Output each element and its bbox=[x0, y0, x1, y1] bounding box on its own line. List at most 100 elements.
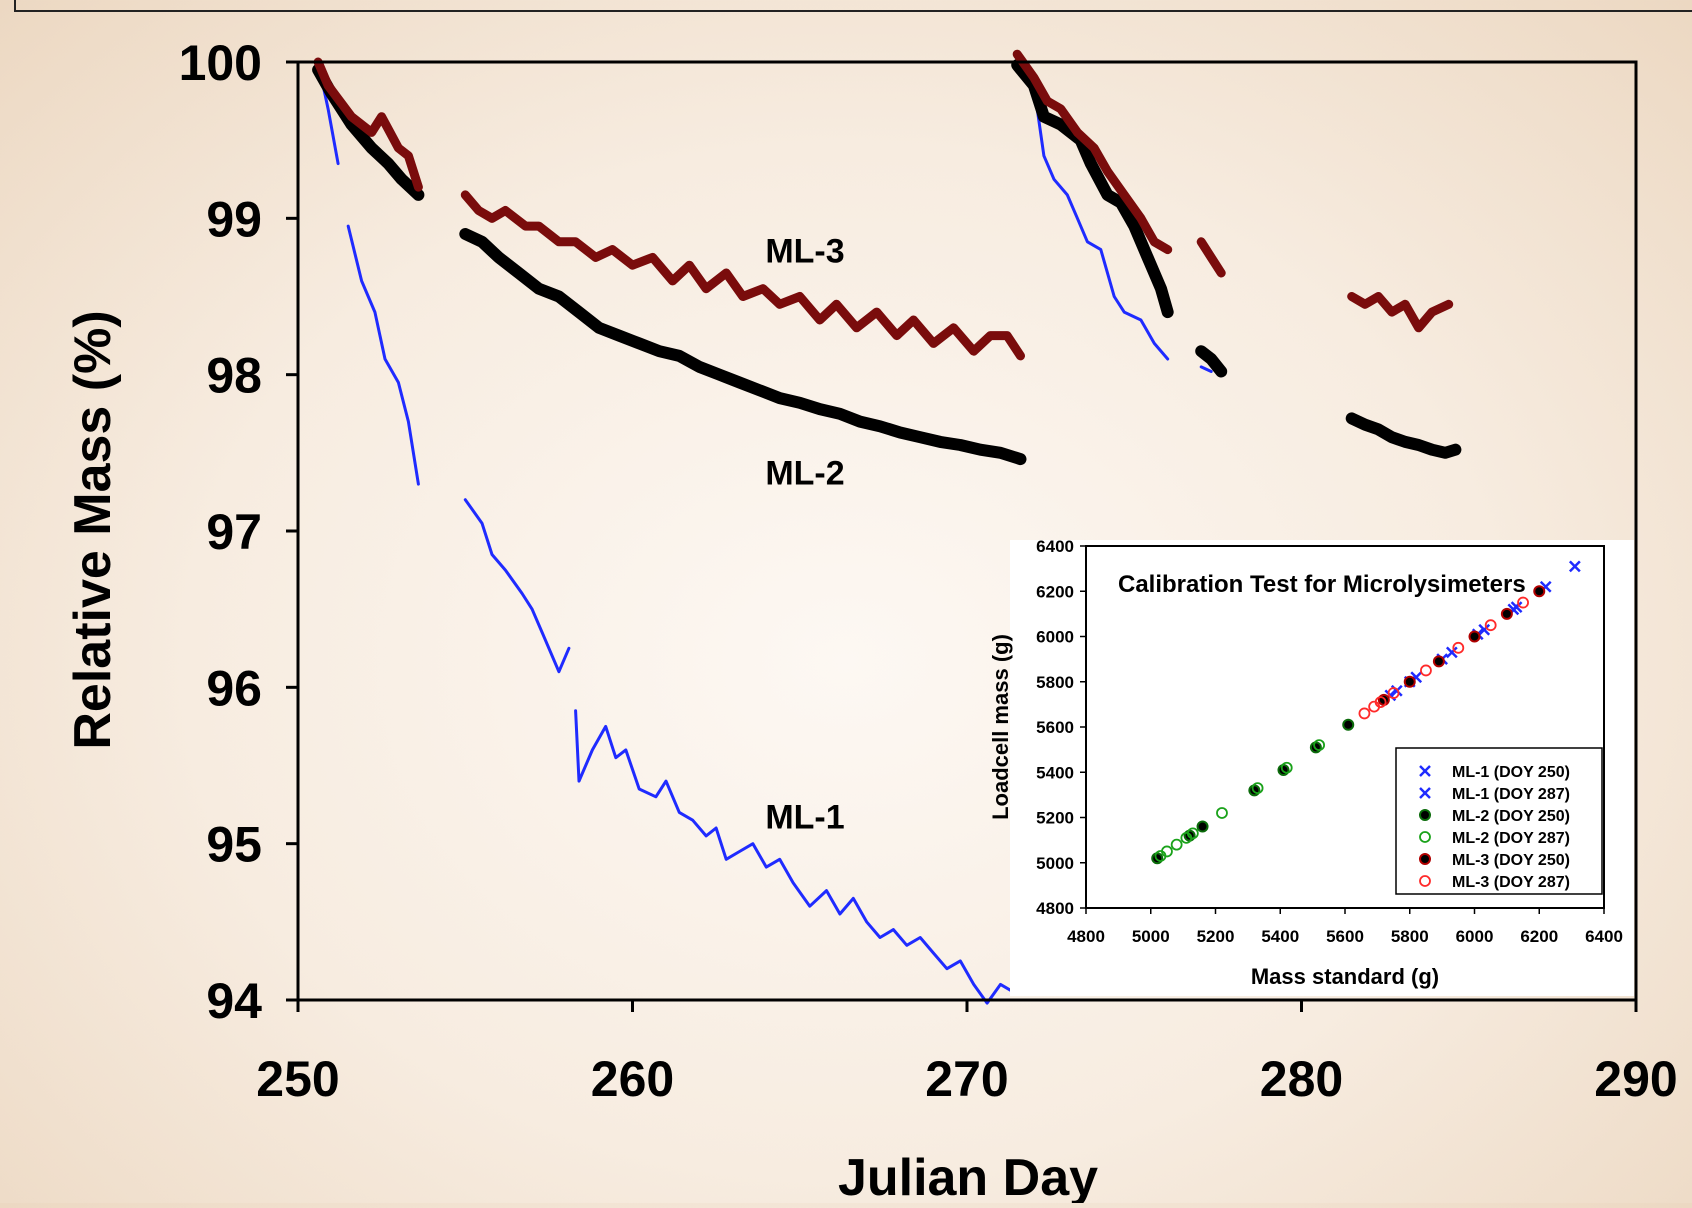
main-y-tick-label: 96 bbox=[206, 660, 262, 716]
legend-label-5: ML-3 (DOY 287) bbox=[1452, 874, 1570, 891]
series-line-ml-1 bbox=[463, 498, 571, 674]
inset-y-axis-label: Loadcell mass (g) bbox=[988, 634, 1013, 820]
main-y-tick-label: 99 bbox=[206, 191, 262, 247]
series-annotation-ml-2: ML-2 bbox=[765, 455, 844, 493]
main-axes-layer: 250 260 270 280 290 94 95 96 97 98 99 100 bbox=[179, 35, 1678, 1107]
inset-point-3 bbox=[1313, 739, 1325, 751]
inset-point-5 bbox=[1452, 641, 1465, 654]
inset-y-tick-label: 5400 bbox=[1036, 763, 1074, 782]
inset-y-tick-label: 6400 bbox=[1036, 537, 1074, 556]
legend-marker-1 bbox=[1419, 787, 1431, 799]
inset-y-tick-label: 6200 bbox=[1036, 582, 1074, 601]
inset-x-tick-label: 5600 bbox=[1326, 927, 1364, 946]
inset-x-tick-label: 5800 bbox=[1391, 927, 1429, 946]
series-line-ml-3 bbox=[313, 57, 423, 192]
series-line-ml-2 bbox=[1195, 345, 1228, 378]
inset-x-tick-label: 6200 bbox=[1520, 927, 1558, 946]
inset-point-3 bbox=[1216, 807, 1228, 819]
inset-x-tick-label: 5400 bbox=[1261, 927, 1299, 946]
inset-point-3 bbox=[1186, 827, 1199, 840]
legend-marker-5 bbox=[1419, 875, 1431, 887]
main-y-tick-label: 95 bbox=[206, 817, 262, 873]
inset-y-tick-label: 5800 bbox=[1036, 673, 1074, 692]
legend-label-0: ML-1 (DOY 250) bbox=[1452, 764, 1570, 781]
series-line-ml-2 bbox=[459, 228, 1027, 466]
main-x-tick-label: 250 bbox=[256, 1051, 339, 1107]
series-line-ml-1 bbox=[1199, 365, 1213, 373]
main-y-tick-label: 100 bbox=[179, 35, 262, 91]
inset-point-5 bbox=[1484, 619, 1497, 632]
inset-legend-box bbox=[1395, 747, 1603, 895]
inset-point-1 bbox=[1478, 623, 1491, 636]
legend-label-2: ML-2 (DOY 250) bbox=[1452, 808, 1570, 825]
inset-point-5 bbox=[1358, 707, 1371, 720]
series-annotation-ml-1: ML-1 bbox=[765, 799, 844, 837]
inset-x-axis-label: Mass standard (g) bbox=[1251, 964, 1439, 989]
inset-y-tick-label: 5600 bbox=[1036, 718, 1074, 737]
inset-x-tick-label: 5000 bbox=[1132, 927, 1170, 946]
legend-label-1: ML-1 (DOY 287) bbox=[1452, 786, 1570, 803]
inset-point-3 bbox=[1170, 838, 1183, 851]
inset-point-1 bbox=[1445, 646, 1458, 659]
series-line-ml-1 bbox=[574, 709, 1016, 1005]
main-y-axis-label: Relative Mass (%) bbox=[64, 310, 122, 749]
inset-point-2 bbox=[1342, 718, 1355, 731]
main-x-tick-label: 260 bbox=[591, 1051, 674, 1107]
inset-title: Calibration Test for Microlysimeters bbox=[1118, 571, 1526, 598]
inset-point-4 bbox=[1432, 655, 1445, 668]
inset-point-0 bbox=[1568, 560, 1581, 573]
series-annotation-ml-3: ML-3 bbox=[765, 233, 844, 271]
legend-marker-2 bbox=[1419, 809, 1431, 821]
inset-point-4 bbox=[1533, 585, 1546, 598]
inset-point-3 bbox=[1251, 782, 1264, 794]
inset-point-2 bbox=[1196, 820, 1209, 833]
top-frame-border bbox=[14, 0, 1692, 12]
series-line-ml-3 bbox=[460, 190, 1025, 361]
inset-x-tick-label: 6000 bbox=[1456, 927, 1494, 946]
inset-y-tick-label: 6000 bbox=[1036, 628, 1074, 647]
inset-points-layer bbox=[1151, 560, 1581, 865]
inset-x-tick-label: 6400 bbox=[1585, 927, 1623, 946]
legend-label-4: ML-3 (DOY 250) bbox=[1452, 852, 1570, 869]
inset-point-4 bbox=[1468, 630, 1481, 643]
main-y-tick-label: 97 bbox=[206, 504, 262, 560]
series-line-ml-1 bbox=[346, 224, 420, 486]
inset-point-4 bbox=[1403, 675, 1416, 688]
legend-marker-0 bbox=[1419, 765, 1431, 777]
main-y-tick-label: 98 bbox=[206, 348, 262, 404]
series-line-ml-3 bbox=[1347, 292, 1454, 333]
series-ml-3 bbox=[313, 49, 1454, 361]
inset-point-1 bbox=[1510, 601, 1523, 613]
inset-axes-layer: 4800 5000 5200 5400 5600 5800 6000 6200 6400 4800… bbox=[1036, 537, 1623, 946]
main-x-axis-label: Julian Day bbox=[838, 1149, 1098, 1203]
main-annotation-layer: ML-3 ML-2 ML-1 bbox=[765, 233, 844, 837]
main-series-layer bbox=[312, 49, 1462, 1005]
inset-y-tick-label: 4800 bbox=[1036, 899, 1074, 918]
inset-x-tick-label: 4800 bbox=[1067, 927, 1105, 946]
legend-marker-4 bbox=[1419, 853, 1431, 865]
inset-point-3 bbox=[1280, 761, 1293, 774]
main-x-tick-label: 290 bbox=[1594, 1051, 1677, 1107]
main-y-tick-label: 94 bbox=[206, 973, 262, 1029]
series-line-ml-2 bbox=[1011, 59, 1174, 319]
inset-legend: ML-1 (DOY 250) ML-1 (DOY 287) ML-2 (DOY 25… bbox=[1395, 747, 1603, 895]
legend-marker-3 bbox=[1419, 831, 1431, 843]
inset-chart: 4800 5000 5200 5400 5600 5800 6000 6200 6400 4800… bbox=[988, 537, 1634, 996]
series-ml-2 bbox=[312, 59, 1462, 466]
legend-label-3: ML-2 (DOY 287) bbox=[1452, 830, 1570, 847]
inset-point-5 bbox=[1517, 596, 1529, 609]
inset-point-4 bbox=[1500, 607, 1513, 620]
series-line-ml-3 bbox=[1012, 49, 1173, 255]
main-x-tick-label: 280 bbox=[1260, 1051, 1343, 1107]
series-line-ml-2 bbox=[1345, 412, 1462, 459]
inset-x-tick-label: 5200 bbox=[1197, 927, 1235, 946]
inset-point-3 bbox=[1161, 845, 1173, 858]
inset-y-tick-label: 5000 bbox=[1036, 854, 1074, 873]
main-x-tick-label: 270 bbox=[925, 1051, 1008, 1107]
series-line-ml-3 bbox=[1196, 237, 1226, 278]
inset-y-tick-label: 5200 bbox=[1036, 809, 1074, 828]
inset-point-5 bbox=[1420, 664, 1432, 677]
inset-point-5 bbox=[1387, 687, 1400, 699]
